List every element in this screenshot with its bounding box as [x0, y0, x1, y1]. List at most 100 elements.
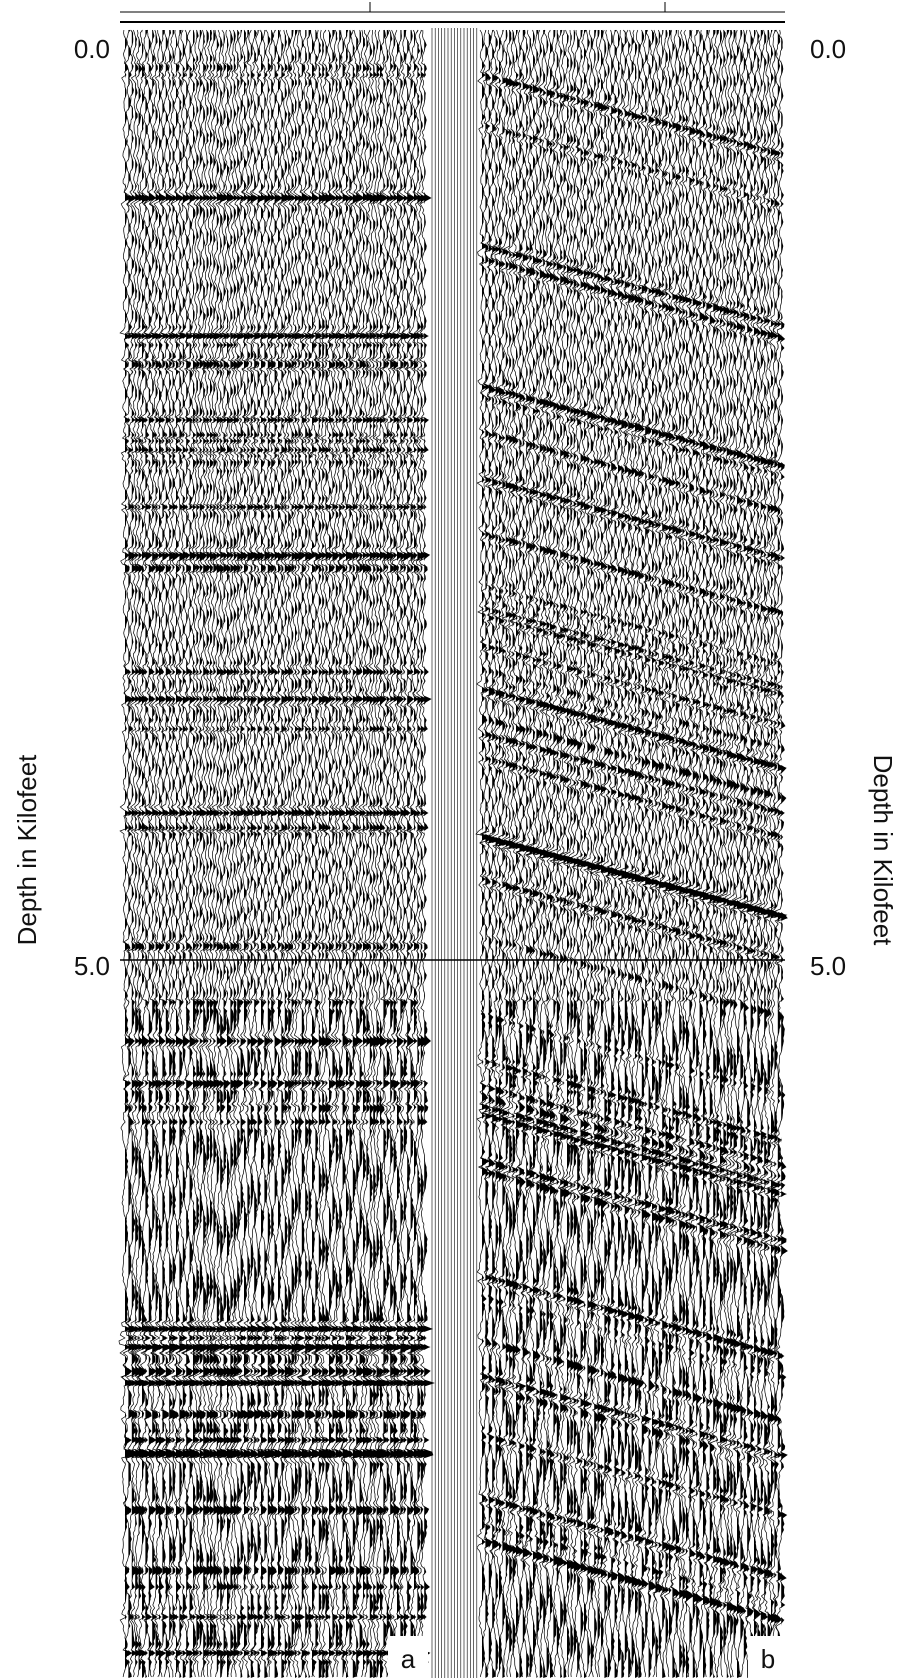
trace: [519, 29, 538, 1678]
trace: [477, 29, 495, 1678]
panel-label: b: [761, 1644, 775, 1674]
trace: [118, 29, 136, 1678]
trace-fill: [247, 30, 257, 1678]
panel-label-box: [748, 1636, 788, 1678]
trace-fill: [363, 30, 373, 1678]
trace: [764, 29, 780, 1678]
trace: [636, 29, 654, 1678]
trace: [590, 30, 607, 1678]
trace: [175, 29, 194, 1678]
trace: [665, 29, 682, 1678]
trace: [244, 29, 262, 1678]
trace: [159, 29, 177, 1678]
trace-fill: [648, 30, 657, 1678]
trace-fill: [533, 30, 541, 1678]
trace-fill: [220, 30, 230, 1678]
trace: [685, 29, 702, 1678]
trace: [416, 29, 435, 1678]
trace: [732, 29, 750, 1678]
trace: [278, 29, 295, 1678]
trace: [323, 30, 344, 1678]
trace: [508, 29, 526, 1678]
trace: [524, 29, 542, 1678]
trace: [303, 29, 324, 1678]
trace: [170, 29, 188, 1678]
trace: [314, 29, 334, 1678]
trace: [748, 29, 765, 1678]
trace: [329, 29, 346, 1678]
trace-fill: [159, 30, 169, 1678]
trace-fill: [240, 30, 250, 1678]
trace-fill: [590, 30, 600, 1678]
trace-group: [118, 28, 788, 1678]
trace-fill: [526, 30, 538, 1678]
trace: [318, 29, 337, 1678]
trace-fill: [767, 30, 777, 1678]
trace: [623, 29, 642, 1678]
trace: [355, 29, 375, 1678]
panel-label: a: [401, 1644, 416, 1674]
trace-fill: [216, 30, 226, 1678]
trace: [645, 29, 662, 1678]
trace: [197, 29, 213, 1678]
trace: [523, 29, 540, 1678]
trace: [659, 29, 675, 1678]
trace: [511, 29, 528, 1678]
trace: [332, 29, 351, 1678]
trace-fill: [342, 30, 353, 1678]
trace: [229, 29, 248, 1677]
trace: [142, 29, 161, 1678]
trace: [245, 29, 265, 1678]
trace: [582, 29, 601, 1678]
trace: [188, 29, 208, 1678]
trace-fill: [135, 30, 144, 1678]
trace-fill: [709, 30, 720, 1678]
trace-fill: [495, 30, 504, 1678]
trace-fill: [356, 30, 367, 1678]
trace: [653, 29, 674, 1678]
trace: [281, 29, 299, 1678]
trace: [387, 29, 403, 1678]
trace: [164, 30, 184, 1678]
trace-fill: [376, 30, 387, 1678]
trace: [152, 29, 170, 1678]
trace: [670, 30, 688, 1677]
trace: [334, 29, 355, 1678]
trace-fill: [689, 30, 697, 1678]
trace-fill: [781, 30, 788, 1678]
trace: [722, 29, 740, 1678]
trace: [295, 29, 314, 1678]
trace: [274, 29, 292, 1678]
trace: [678, 29, 695, 1678]
trace: [237, 29, 254, 1678]
trace: [768, 29, 785, 1678]
trace-fill: [774, 30, 784, 1678]
trace: [693, 29, 710, 1678]
trace: [491, 29, 508, 1678]
trace: [271, 29, 289, 1678]
trace: [604, 29, 621, 1678]
trace-fill: [611, 30, 620, 1678]
panel-label-box: [388, 1636, 428, 1678]
trace: [558, 29, 575, 1678]
trace: [368, 29, 388, 1678]
trace: [675, 29, 693, 1678]
left-axis-label: Depth in Kilofeet: [12, 754, 42, 946]
trace-fill: [227, 30, 237, 1678]
trace-fill: [631, 30, 641, 1678]
trace: [620, 29, 640, 1678]
trace-fill: [499, 30, 507, 1678]
trace: [376, 29, 395, 1678]
trace: [224, 29, 239, 1678]
trace: [741, 29, 761, 1678]
trace-fill: [686, 30, 694, 1678]
trace: [125, 29, 141, 1678]
trace: [310, 29, 329, 1678]
trace: [362, 29, 381, 1678]
trace: [219, 29, 239, 1678]
trace: [595, 29, 614, 1678]
trace: [475, 29, 492, 1678]
trace: [371, 29, 392, 1678]
trace-fill: [366, 30, 376, 1678]
trace: [747, 29, 766, 1678]
